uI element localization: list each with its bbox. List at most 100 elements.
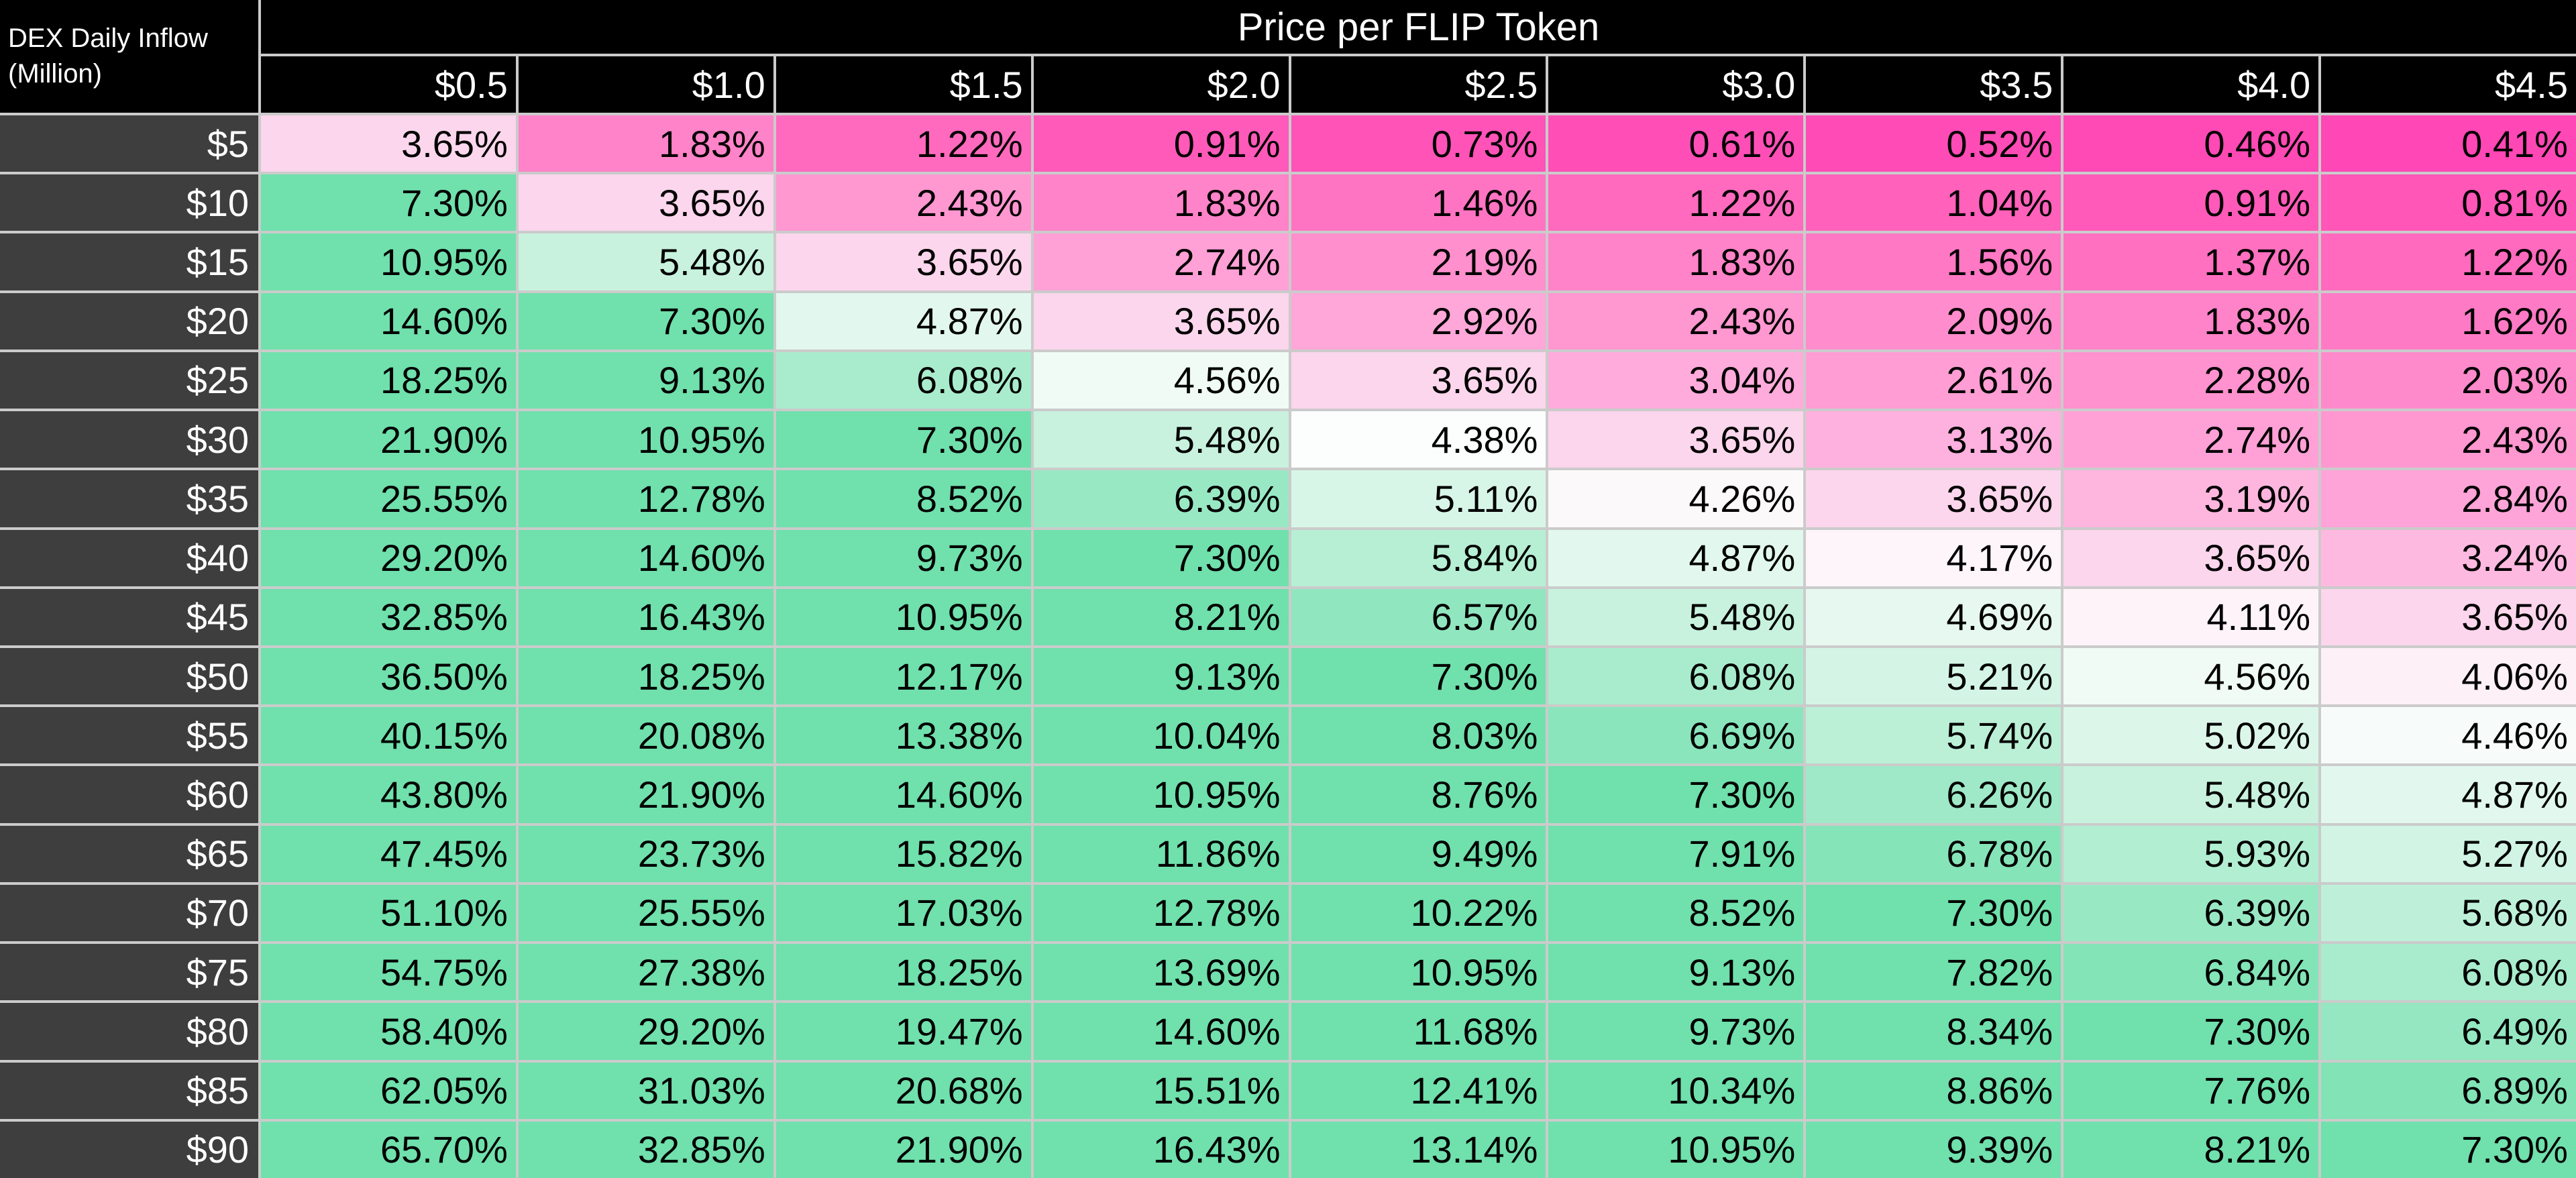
heatmap-cell: 5.48%: [1548, 588, 1804, 645]
row-header: $90: [0, 1121, 258, 1178]
heatmap-cell: 9.13%: [1548, 944, 1804, 1001]
heatmap-cell: 5.02%: [2063, 707, 2319, 764]
heatmap-cell: 3.65%: [518, 174, 773, 231]
row-header: $5: [0, 115, 258, 172]
heatmap-cell: 3.65%: [1806, 470, 2061, 527]
heatmap-cell: 6.08%: [1548, 647, 1804, 705]
heatmap-cell: 11.68%: [1291, 1003, 1546, 1060]
heatmap-cell: 25.55%: [261, 470, 516, 527]
row-header: $55: [0, 707, 258, 764]
heatmap-cell: 1.83%: [1548, 233, 1804, 290]
heatmap-cell: 5.48%: [1033, 411, 1289, 468]
heatmap-cell: 8.76%: [1291, 766, 1546, 823]
heatmap-cell: 18.25%: [775, 944, 1031, 1001]
heatmap-cell: 43.80%: [261, 766, 516, 823]
heatmap-cell: 7.30%: [1033, 529, 1289, 586]
heatmap-cell: 9.13%: [1033, 647, 1289, 705]
heatmap-cell: 8.86%: [1806, 1062, 2061, 1119]
heatmap-cell: 16.43%: [1033, 1121, 1289, 1178]
heatmap-cell: 13.14%: [1291, 1121, 1546, 1178]
heatmap-cell: 7.30%: [2063, 1003, 2319, 1060]
heatmap-cell: 10.95%: [1291, 944, 1546, 1001]
heatmap-cell: 47.45%: [261, 825, 516, 882]
heatmap-cell: 1.83%: [518, 115, 773, 172]
heatmap-cell: 4.38%: [1291, 411, 1546, 468]
heatmap-cell: 9.39%: [1806, 1121, 2061, 1178]
row-header: $75: [0, 944, 258, 1001]
heatmap-cell: 65.70%: [261, 1121, 516, 1178]
column-header: $1.5: [775, 56, 1031, 113]
row-header: $85: [0, 1062, 258, 1119]
heatmap-cell: 4.46%: [2321, 707, 2576, 764]
heatmap-cell: 4.11%: [2063, 588, 2319, 645]
row-header: $50: [0, 647, 258, 705]
heatmap-cell: 3.13%: [1806, 411, 2061, 468]
heatmap-cell: 2.61%: [1806, 352, 2061, 409]
heatmap-cell: 3.19%: [2063, 470, 2319, 527]
heatmap-cell: 5.11%: [1291, 470, 1546, 527]
heatmap-cell: 7.30%: [1291, 647, 1546, 705]
heatmap-cell: 3.65%: [261, 115, 516, 172]
heatmap-cell: 2.43%: [2321, 411, 2576, 468]
row-axis-label-line2: (Million): [8, 59, 102, 89]
heatmap-cell: 4.17%: [1806, 529, 2061, 586]
heatmap-cell: 2.19%: [1291, 233, 1546, 290]
heatmap-cell: 9.49%: [1291, 825, 1546, 882]
heatmap-cell: 3.65%: [1548, 411, 1804, 468]
heatmap-cell: 3.65%: [1033, 292, 1289, 350]
heatmap-cell: 3.65%: [1291, 352, 1546, 409]
heatmap-cell: 16.43%: [518, 588, 773, 645]
heatmap-cell: 1.46%: [1291, 174, 1546, 231]
heatmap-cell: 0.41%: [2321, 115, 2576, 172]
heatmap-cell: 36.50%: [261, 647, 516, 705]
heatmap-cell: 9.13%: [518, 352, 773, 409]
heatmap-cell: 5.74%: [1806, 707, 2061, 764]
heatmap-cell: 6.78%: [1806, 825, 2061, 882]
heatmap-cell: 3.65%: [2063, 529, 2319, 586]
heatmap-cell: 12.17%: [775, 647, 1031, 705]
heatmap-cell: 5.48%: [2063, 766, 2319, 823]
heatmap-cell: 10.95%: [1548, 1121, 1804, 1178]
heatmap-cell: 32.85%: [518, 1121, 773, 1178]
heatmap-cell: 12.41%: [1291, 1062, 1546, 1119]
heatmap-cell: 15.51%: [1033, 1062, 1289, 1119]
heatmap-cell: 54.75%: [261, 944, 516, 1001]
heatmap-cell: 2.03%: [2321, 352, 2576, 409]
heatmap-cell: 18.25%: [261, 352, 516, 409]
column-header: $2.5: [1291, 56, 1546, 113]
column-header: $0.5: [261, 56, 516, 113]
heatmap-cell: 18.25%: [518, 647, 773, 705]
heatmap-cell: 12.78%: [1033, 884, 1289, 942]
heatmap-cell: 10.22%: [1291, 884, 1546, 942]
heatmap-cell: 4.56%: [1033, 352, 1289, 409]
heatmap-cell: 7.91%: [1548, 825, 1804, 882]
heatmap-cell: 7.30%: [518, 292, 773, 350]
heatmap-cell: 51.10%: [261, 884, 516, 942]
row-header: $45: [0, 588, 258, 645]
row-header: $25: [0, 352, 258, 409]
heatmap-cell: 13.69%: [1033, 944, 1289, 1001]
heatmap-cell: 1.83%: [1033, 174, 1289, 231]
heatmap-cell: 1.37%: [2063, 233, 2319, 290]
heatmap-cell: 5.93%: [2063, 825, 2319, 882]
heatmap-cell: 0.46%: [2063, 115, 2319, 172]
heatmap-cell: 23.73%: [518, 825, 773, 882]
heatmap-cell: 6.84%: [2063, 944, 2319, 1001]
heatmap-cell: 29.20%: [261, 529, 516, 586]
heatmap-cell: 6.39%: [1033, 470, 1289, 527]
heatmap-cell: 6.08%: [2321, 944, 2576, 1001]
heatmap-cell: 2.43%: [1548, 292, 1804, 350]
heatmap-cell: 6.26%: [1806, 766, 2061, 823]
heatmap-cell: 5.84%: [1291, 529, 1546, 586]
row-header: $60: [0, 766, 258, 823]
heatmap-cell: 0.91%: [2063, 174, 2319, 231]
heatmap-cell: 20.68%: [775, 1062, 1031, 1119]
column-header: $2.0: [1033, 56, 1289, 113]
heatmap-cell: 0.61%: [1548, 115, 1804, 172]
heatmap-cell: 3.65%: [775, 233, 1031, 290]
heatmap-cell: 6.39%: [2063, 884, 2319, 942]
heatmap-cell: 7.30%: [2321, 1121, 2576, 1178]
heatmap-cell: 20.08%: [518, 707, 773, 764]
heatmap-cell: 2.92%: [1291, 292, 1546, 350]
